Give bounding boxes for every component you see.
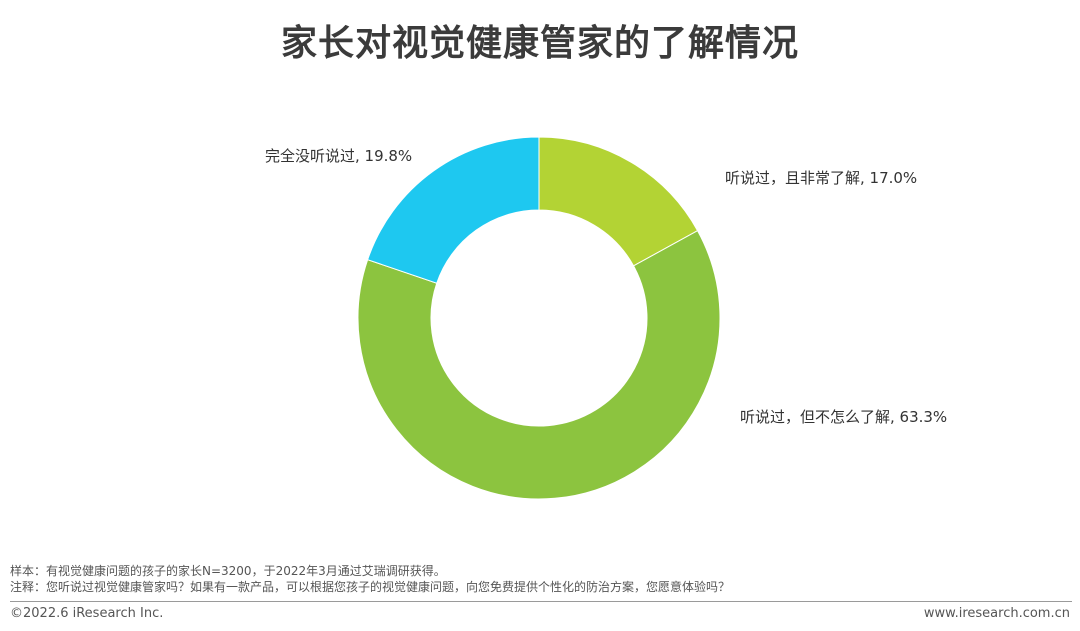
footnotes: 样本：有视觉健康问题的孩子的家长N=3200，于2022年3月通过艾瑞调研获得。… <box>10 563 730 595</box>
slice-label-very-familiar: 听说过，且非常了解, 17.0% <box>725 169 917 187</box>
slice-label-never-heard: 完全没听说过, 19.8% <box>265 147 412 165</box>
copyright-text: ©2022.6 iResearch Inc. <box>10 606 164 621</box>
page-title: 家长对视觉健康管家的了解情况 <box>280 23 799 64</box>
sample-note: 样本：有视觉健康问题的孩子的家长N=3200，于2022年3月通过艾瑞调研获得。 <box>10 564 446 578</box>
slice-label-not-very-familiar: 听说过，但不怎么了解, 63.3% <box>740 408 947 426</box>
remark-note: 注释：您听说过视觉健康管家吗？如果有一款产品，可以根据您孩子的视觉健康问题，向您… <box>10 580 731 594</box>
slice-never-heard <box>367 136 540 284</box>
website-url: www.iresearch.com.cn <box>923 606 1070 621</box>
donut-slices <box>357 136 721 500</box>
footer-divider <box>10 601 1072 602</box>
slice-not-very-familiar <box>357 229 721 500</box>
